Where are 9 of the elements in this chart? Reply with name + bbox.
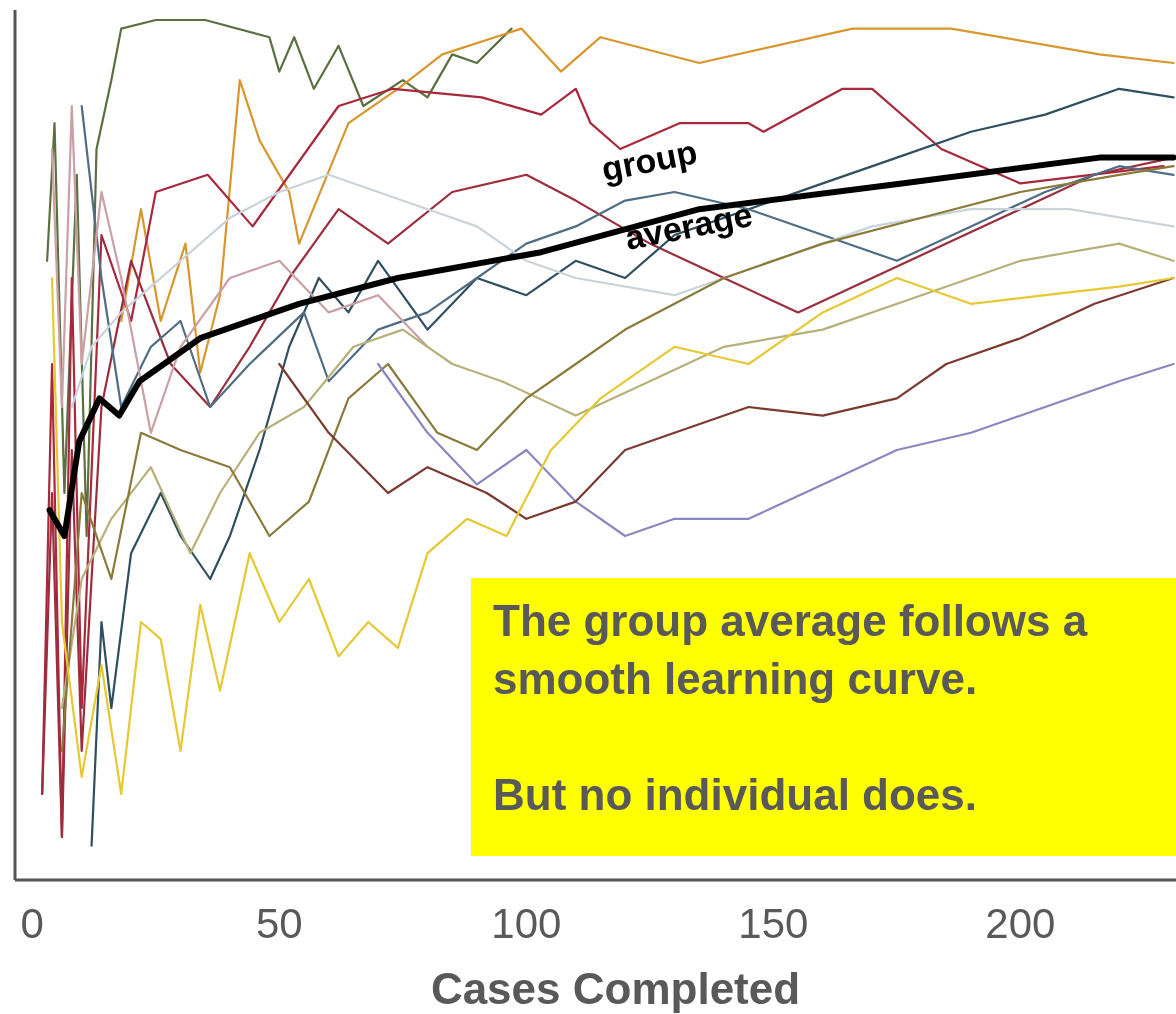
text: group average [598, 132, 756, 257]
x-tick-label: 150 [738, 900, 809, 947]
annotation: The group average follows a smooth learning curve. [493, 595, 1089, 705]
x-tick-label: 200 [985, 900, 1056, 947]
x-tick-label: 50 [255, 900, 303, 947]
x-axis-title: Cases Completed [430, 964, 801, 1013]
annotation: But no individual does. [493, 769, 978, 821]
x-tick-label: 0 [20, 900, 44, 947]
x-tick-label: 100 [491, 900, 562, 947]
